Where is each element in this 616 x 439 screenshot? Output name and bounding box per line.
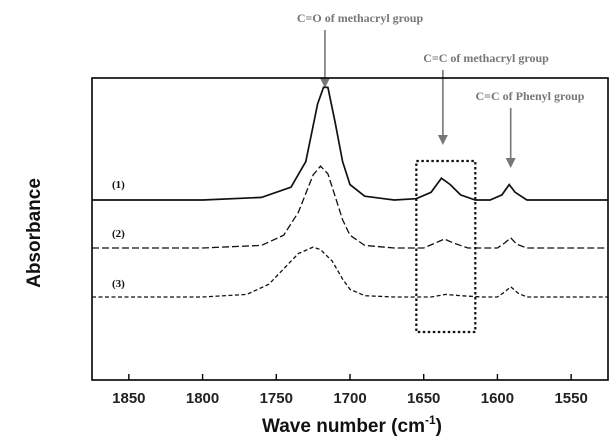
x-axis-ticks: 1850 1800 1750 1700 1650 1600 1550 bbox=[112, 374, 588, 407]
x-axis-label-end: ) bbox=[436, 416, 442, 437]
annotation-label-1: C=O of methacryl group bbox=[297, 11, 424, 25]
annotation-arrow-head bbox=[319, 78, 330, 88]
x-tick-label: 1850 bbox=[112, 390, 145, 407]
x-tick-label: 1750 bbox=[260, 390, 293, 407]
annotation-arrow-head bbox=[437, 135, 448, 145]
x-axis-label-superscript: -1 bbox=[425, 413, 436, 427]
series-line-1 bbox=[92, 86, 608, 201]
y-axis-label: Absorbance bbox=[24, 178, 45, 288]
x-axis-label: Wave number (cm-1) bbox=[262, 413, 442, 437]
series-label-3: (3) bbox=[112, 278, 125, 290]
annotation-label-2: C=C of methacryl group bbox=[423, 51, 549, 65]
series-line-2 bbox=[92, 165, 608, 249]
series-layer: (1) (2) (3) bbox=[92, 86, 608, 298]
x-tick-label: 1550 bbox=[554, 390, 587, 407]
plot-frame bbox=[91, 77, 609, 381]
x-axis-label-main: Wave number (cm bbox=[262, 416, 425, 437]
series-label-2: (2) bbox=[112, 228, 125, 240]
annotations-layer: C=O of methacryl group C=C of methacryl g… bbox=[297, 11, 585, 168]
x-tick-label: 1800 bbox=[186, 390, 219, 407]
annotation-label-3: C=C of Phenyl group bbox=[476, 89, 585, 103]
series-line-3 bbox=[92, 246, 608, 298]
x-tick-label: 1700 bbox=[333, 390, 366, 407]
x-tick-label: 1600 bbox=[481, 390, 514, 407]
annotation-arrow-head bbox=[505, 158, 516, 168]
highlight-box bbox=[415, 159, 477, 334]
x-tick-label: 1650 bbox=[407, 390, 440, 407]
series-label-1: (1) bbox=[112, 179, 125, 191]
